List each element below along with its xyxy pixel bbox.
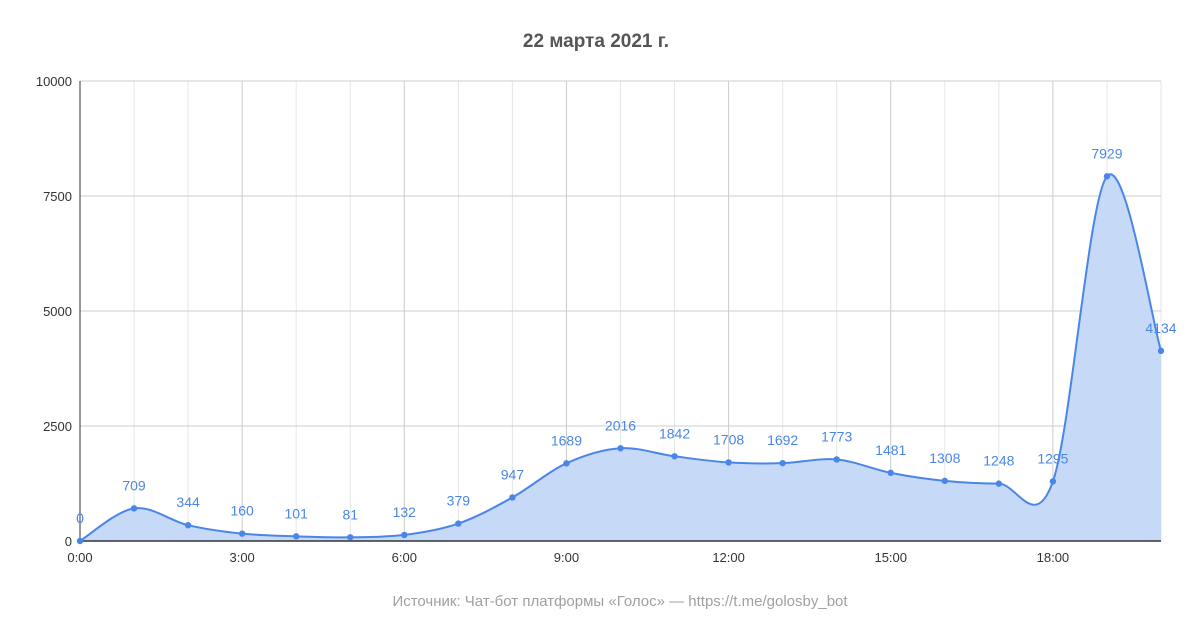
- data-label: 1842: [659, 425, 690, 441]
- data-label: 1773: [821, 428, 852, 444]
- data-point: [833, 456, 840, 463]
- series-area-fill: [80, 174, 1161, 541]
- data-point: [887, 469, 894, 477]
- y-tick-label: 10000: [36, 74, 72, 89]
- data-label: 1689: [551, 432, 582, 448]
- data-point: [130, 505, 138, 512]
- data-label: 709: [122, 477, 146, 493]
- data-label: 1308: [929, 450, 960, 466]
- y-tick-label: 2500: [43, 419, 72, 434]
- data-label: 1295: [1037, 450, 1068, 466]
- y-tick-label: 0: [65, 534, 72, 549]
- data-label: 1248: [983, 453, 1014, 469]
- data-label: 1481: [875, 442, 906, 458]
- area-fill-layer: [80, 174, 1161, 541]
- x-tick-label: 0:00: [67, 550, 92, 565]
- axes: [79, 81, 1161, 542]
- data-point: [941, 477, 948, 485]
- data-label: 160: [230, 503, 254, 519]
- data-label: 81: [342, 506, 358, 522]
- data-point: [1103, 173, 1111, 180]
- data-point: [995, 480, 1003, 487]
- data-point: [293, 533, 300, 540]
- data-label: 0: [76, 510, 84, 526]
- x-tick-label: 9:00: [554, 550, 579, 565]
- x-tick-label: 18:00: [1037, 550, 1070, 565]
- x-tick-label: 12:00: [712, 550, 745, 565]
- data-point: [671, 453, 678, 460]
- data-point: [617, 445, 624, 452]
- data-label: 7929: [1091, 145, 1122, 161]
- data-point: [238, 530, 246, 537]
- y-tick-label: 5000: [43, 304, 72, 319]
- data-point: [455, 520, 462, 527]
- data-points: [76, 173, 1165, 545]
- x-tick-label: 15:00: [874, 550, 907, 565]
- data-labels: 0 709 344 160 101 81 132 379 947 1689 2016 1842 1708…: [76, 145, 1177, 526]
- data-label: 344: [176, 494, 200, 510]
- tick-labels: 0 2500 5000 7500 10000 0:00 3:00 6:00 9:00 12:00 1…: [36, 74, 1069, 565]
- data-point: [347, 534, 354, 541]
- data-point: [1049, 478, 1057, 485]
- data-point: [509, 494, 516, 501]
- data-label: 101: [285, 505, 309, 521]
- data-label: 4134: [1145, 320, 1176, 336]
- data-point: [563, 460, 570, 467]
- data-point: [779, 459, 786, 467]
- data-label: 379: [447, 493, 471, 509]
- x-tick-label: 3:00: [229, 550, 254, 565]
- data-point: [725, 459, 732, 466]
- y-tick-label: 7500: [43, 189, 72, 204]
- data-label: 1708: [713, 431, 744, 447]
- data-label: 1692: [767, 432, 798, 448]
- x-tick-label: 6:00: [392, 550, 417, 565]
- data-point: [76, 537, 84, 545]
- data-point: [1157, 347, 1165, 355]
- data-label: 2016: [605, 417, 636, 433]
- source-note: Источник: Чат-бот платформы «Голос» — ht…: [392, 593, 848, 610]
- data-point: [184, 521, 192, 529]
- data-label: 947: [501, 466, 525, 482]
- chart-title: 22 марта 2021 г.: [523, 31, 669, 52]
- data-label: 132: [393, 504, 417, 520]
- data-point: [401, 531, 408, 539]
